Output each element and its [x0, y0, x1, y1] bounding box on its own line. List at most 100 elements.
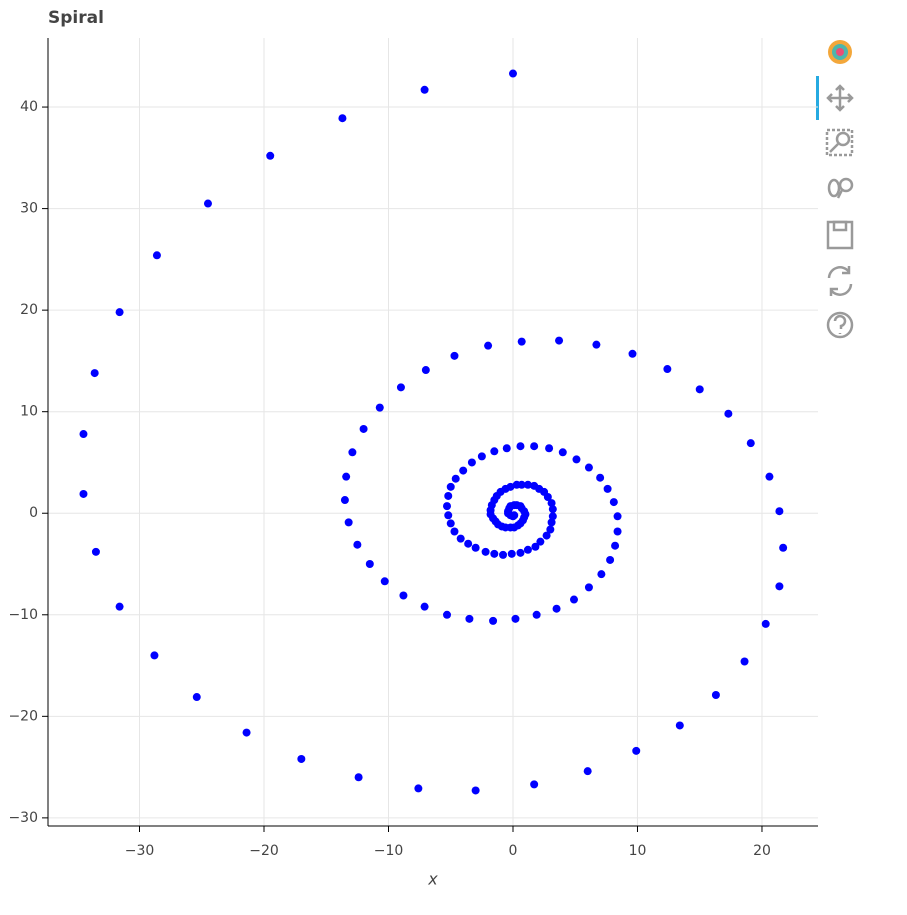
point — [609, 498, 618, 507]
point — [695, 385, 704, 394]
point — [611, 541, 620, 550]
point — [499, 550, 508, 559]
point — [444, 491, 453, 500]
point — [530, 442, 539, 451]
point — [724, 409, 733, 418]
point — [569, 595, 578, 604]
point — [516, 548, 525, 557]
point — [746, 439, 755, 448]
point — [443, 610, 452, 619]
point — [489, 616, 498, 625]
point — [380, 577, 389, 586]
reset-tool[interactable] — [827, 266, 853, 296]
point — [446, 482, 455, 491]
y-tick-label: 0 — [29, 505, 38, 521]
point — [203, 199, 212, 208]
point — [471, 543, 480, 552]
point — [467, 458, 476, 467]
point — [507, 549, 516, 558]
point — [584, 463, 593, 472]
point — [90, 369, 99, 378]
point — [523, 480, 532, 489]
point — [456, 534, 465, 543]
point — [572, 455, 581, 464]
point — [765, 472, 774, 481]
x-tick-label: −10 — [374, 843, 404, 859]
y-tick-label: 10 — [20, 404, 38, 420]
point — [420, 602, 429, 611]
point — [592, 340, 601, 349]
point — [399, 591, 408, 600]
y-tick-label: −30 — [8, 810, 38, 826]
point — [450, 527, 459, 536]
point — [552, 604, 561, 613]
point — [338, 114, 347, 123]
point — [79, 430, 88, 439]
point — [613, 512, 622, 521]
x-tick-label: 20 — [753, 843, 771, 859]
save-tool[interactable] — [826, 220, 854, 250]
point — [266, 151, 275, 160]
point — [152, 251, 161, 260]
point — [444, 511, 453, 520]
point — [297, 754, 306, 763]
point — [632, 746, 641, 755]
point — [443, 502, 452, 511]
point — [477, 452, 486, 461]
point — [675, 721, 684, 730]
point — [779, 543, 788, 552]
point — [548, 512, 557, 521]
point — [531, 542, 540, 551]
point — [471, 786, 480, 795]
point — [548, 505, 557, 514]
point — [558, 448, 567, 457]
point — [502, 444, 511, 453]
x-tick-label: −30 — [125, 843, 155, 859]
point — [79, 489, 88, 498]
point — [459, 466, 468, 475]
logo[interactable] — [828, 40, 852, 64]
point — [508, 69, 517, 78]
x-tick-label: −20 — [249, 843, 279, 859]
point — [711, 691, 720, 700]
point — [464, 539, 473, 548]
x-axis-label: x — [427, 870, 438, 889]
point — [451, 474, 460, 483]
x-tick-label: 10 — [629, 843, 647, 859]
point — [365, 560, 374, 569]
help-tool[interactable] — [826, 311, 854, 339]
chart-title: Spiral — [48, 8, 104, 28]
point — [775, 582, 784, 591]
point — [396, 383, 405, 392]
point — [420, 85, 429, 94]
point — [606, 555, 615, 564]
point — [450, 351, 459, 360]
point — [192, 693, 201, 702]
point — [359, 424, 368, 433]
point — [523, 545, 532, 554]
point — [512, 480, 521, 489]
pan-tool[interactable] — [826, 84, 854, 112]
point — [414, 784, 423, 793]
point — [530, 780, 539, 789]
point — [761, 619, 770, 628]
point — [353, 540, 362, 549]
point — [547, 499, 556, 508]
y-tick-label: 30 — [20, 201, 38, 217]
y-tick-label: −10 — [8, 607, 38, 623]
wheel-zoom-tool[interactable] — [827, 177, 854, 199]
point — [545, 444, 554, 453]
point — [516, 442, 525, 451]
point — [375, 403, 384, 412]
point — [340, 496, 349, 505]
y-tick-label: 40 — [20, 99, 38, 115]
point — [490, 447, 499, 456]
box-zoom-tool[interactable] — [825, 128, 854, 157]
point — [354, 773, 363, 782]
point — [530, 481, 539, 490]
point — [484, 341, 493, 350]
point — [583, 767, 592, 776]
point — [91, 547, 100, 556]
point — [740, 657, 749, 666]
